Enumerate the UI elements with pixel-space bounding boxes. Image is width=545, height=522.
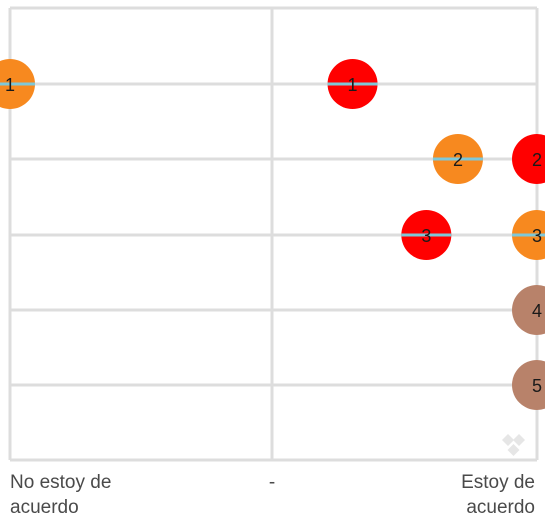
point-label: 4 xyxy=(532,301,542,321)
data-point-2: 1 xyxy=(327,59,378,109)
data-point-8: 5 xyxy=(512,360,545,410)
point-label: 2 xyxy=(532,150,542,170)
x-tick-label-disagree: No estoy de acuerdo xyxy=(10,472,112,518)
point-circle xyxy=(512,285,545,335)
point-label: 1 xyxy=(5,75,15,95)
point-label: 5 xyxy=(532,376,542,396)
data-point-1: 1 xyxy=(0,59,35,109)
point-circle xyxy=(512,134,545,184)
data-point-4: 2 xyxy=(512,134,545,184)
point-label: 1 xyxy=(348,75,358,95)
point-label: 3 xyxy=(532,226,542,246)
x-tick-label-agree: Estoy de acuerdo xyxy=(461,472,535,518)
data-points: 1 1 2 2 3 3 4 5 xyxy=(0,59,545,410)
data-point-6: 3 xyxy=(512,210,545,260)
x-tick-label-neutral: - xyxy=(268,472,276,493)
data-point-5: 3 xyxy=(401,210,452,260)
data-point-3: 2 xyxy=(432,134,483,184)
grid xyxy=(8,6,539,462)
point-label: 2 xyxy=(453,150,463,170)
watermark-logo-icon xyxy=(502,434,525,456)
point-label: 3 xyxy=(421,226,431,246)
point-circle xyxy=(512,360,545,410)
data-point-7: 4 xyxy=(512,285,545,335)
